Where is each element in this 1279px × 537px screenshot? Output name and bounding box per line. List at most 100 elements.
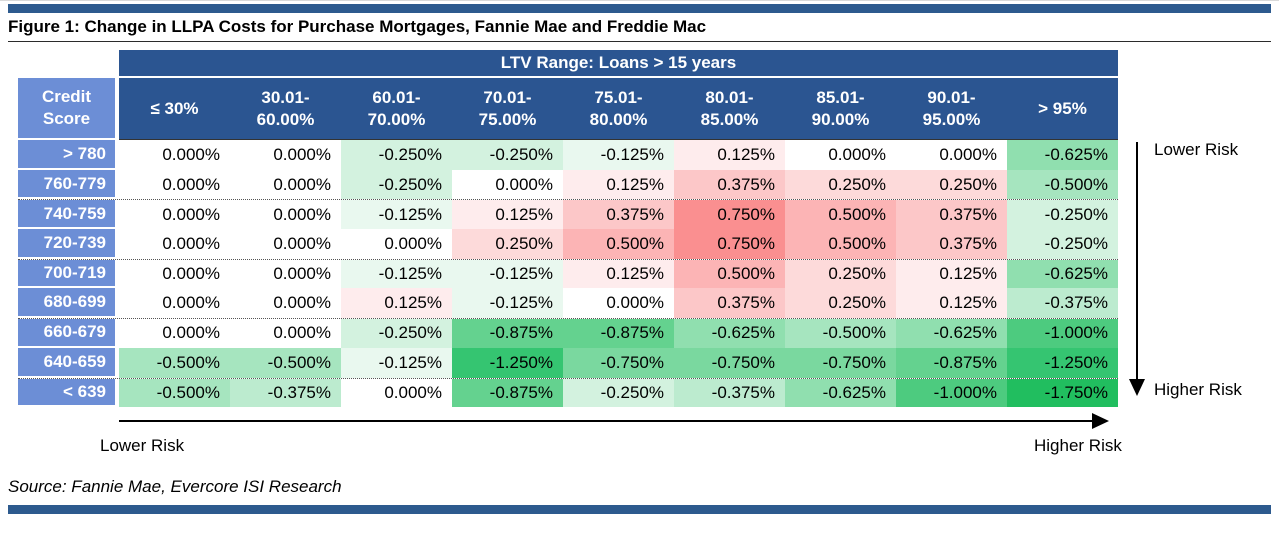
llpa-cell: -0.625%: [896, 319, 1007, 348]
llpa-cell: 0.125%: [896, 288, 1007, 319]
llpa-cell: 0.000%: [230, 229, 341, 259]
horizontal-risk-arrow: [119, 420, 1093, 422]
llpa-cell: 0.250%: [785, 288, 896, 319]
llpa-cell: -0.125%: [341, 259, 452, 289]
llpa-cell: -0.875%: [452, 378, 563, 408]
llpa-cell: 0.000%: [230, 259, 341, 289]
llpa-cell: 0.125%: [674, 140, 785, 170]
column-header: > 95%: [1007, 78, 1118, 139]
llpa-cell: -0.500%: [1007, 169, 1118, 200]
column-header: 60.01- 70.00%: [341, 78, 452, 139]
llpa-cell: -0.250%: [341, 140, 452, 170]
llpa-table: LTV Range: Loans > 15 years Credit Score…: [18, 50, 1118, 408]
llpa-cell: 0.000%: [119, 229, 230, 259]
title-rule: [8, 41, 1271, 42]
llpa-cell: -1.250%: [1007, 347, 1118, 378]
llpa-cell: -0.750%: [674, 347, 785, 378]
column-header: 30.01- 60.00%: [230, 78, 341, 139]
row-label: 720-739: [18, 229, 115, 259]
llpa-cell: 0.375%: [896, 200, 1007, 230]
table-row: 640-659 -0.500% -0.500% -0.125% -1.250% -0.75…: [18, 347, 1118, 378]
column-gap: [115, 200, 119, 230]
row-label: 740-759: [18, 200, 115, 230]
risk-label-bottom-right: Higher Risk: [1034, 436, 1122, 455]
column-gap: [115, 288, 119, 319]
table-body: > 780 0.000% 0.000% -0.250% -0.250% -0.125% 0.…: [18, 140, 1118, 408]
llpa-cell: 0.125%: [341, 288, 452, 319]
risk-label-bottom-left: Lower Risk: [100, 436, 185, 455]
table-row: 680-699 0.000% 0.000% 0.125% -0.125% 0.000% 0.…: [18, 288, 1118, 319]
llpa-cell: 0.000%: [563, 288, 674, 319]
figure-title: Figure 1: Change in LLPA Costs for Purch…: [8, 17, 706, 37]
table-row: 720-739 0.000% 0.000% 0.000% 0.250% 0.500% 0.7…: [18, 229, 1118, 259]
llpa-cell: 0.125%: [563, 259, 674, 289]
llpa-cell: 0.125%: [563, 169, 674, 200]
llpa-cell: 0.000%: [896, 140, 1007, 170]
llpa-cell: 0.125%: [452, 200, 563, 230]
column-gap: [115, 140, 119, 170]
column-header: 75.01- 80.00%: [563, 78, 674, 139]
llpa-cell: -0.250%: [1007, 200, 1118, 230]
column-header-row: Credit Score ≤ 30% 30.01- 60.00% 60.01- 70…: [18, 78, 1118, 140]
table-row: < 639 -0.500% -0.375% 0.000% -0.875% -0.250% -…: [18, 377, 1118, 408]
llpa-cell: -0.500%: [119, 347, 230, 378]
llpa-cell: 0.000%: [230, 319, 341, 348]
column-header: ≤ 30%: [119, 78, 230, 139]
llpa-cell: -0.250%: [341, 169, 452, 200]
llpa-cell: -1.000%: [1007, 319, 1118, 348]
row-label: 700-719: [18, 259, 115, 289]
vertical-risk-arrow: [1136, 142, 1138, 380]
llpa-cell: 0.000%: [119, 259, 230, 289]
column-gap: [115, 319, 119, 348]
llpa-cell: 0.000%: [452, 169, 563, 200]
llpa-cell: 0.000%: [230, 169, 341, 200]
table-row: 660-679 0.000% 0.000% -0.250% -0.875% -0.875%…: [18, 318, 1118, 348]
llpa-cell: -0.125%: [341, 347, 452, 378]
llpa-cell: 0.000%: [341, 378, 452, 408]
risk-label-right-bottom: Higher Risk: [1154, 380, 1242, 399]
top-hairline: [0, 0, 1279, 1]
llpa-cell: -0.125%: [563, 140, 674, 170]
llpa-cell: 0.000%: [119, 200, 230, 230]
credit-score-header: Credit Score: [18, 78, 115, 140]
llpa-cell: -0.750%: [785, 347, 896, 378]
figure-title-text: Change in LLPA Costs for Purchase Mortga…: [84, 17, 707, 36]
table-row: 700-719 0.000% 0.000% -0.125% -0.125% 0.125% 0…: [18, 258, 1118, 289]
table-row: 740-759 0.000% 0.000% -0.125% 0.125% 0.375% 0.…: [18, 199, 1118, 230]
llpa-cell: 0.000%: [341, 229, 452, 259]
llpa-cell: 0.000%: [230, 288, 341, 319]
llpa-cell: 0.250%: [896, 169, 1007, 200]
llpa-cell: -0.375%: [230, 378, 341, 408]
row-label: 640-659: [18, 347, 115, 378]
llpa-cell: 0.250%: [785, 259, 896, 289]
risk-label-right-top: Lower Risk: [1154, 140, 1239, 159]
column-header: 90.01- 95.00%: [896, 78, 1007, 139]
llpa-cell: -0.875%: [452, 319, 563, 348]
row-label: 680-699: [18, 288, 115, 319]
llpa-cell: -0.250%: [341, 319, 452, 348]
table-row: 760-779 0.000% 0.000% -0.250% 0.000% 0.125% 0.…: [18, 169, 1118, 200]
column-header: 85.01- 90.00%: [785, 78, 896, 139]
column-header: 80.01- 85.00%: [674, 78, 785, 139]
llpa-cell: 0.000%: [119, 140, 230, 170]
column-gap: [115, 259, 119, 289]
ltv-column-headers: ≤ 30% 30.01- 60.00% 60.01- 70.00% 70.01- 75…: [119, 78, 1118, 140]
llpa-cell: 0.375%: [674, 288, 785, 319]
llpa-cell: 0.000%: [785, 140, 896, 170]
llpa-cell: 0.375%: [563, 200, 674, 230]
ltv-range-group-header: LTV Range: Loans > 15 years: [119, 50, 1118, 78]
row-label: 660-679: [18, 319, 115, 348]
llpa-cell: -0.500%: [119, 378, 230, 408]
row-label: > 780: [18, 140, 115, 170]
llpa-cell: 0.125%: [896, 259, 1007, 289]
arrow-down-icon: [1129, 379, 1145, 396]
llpa-cell: -1.750%: [1007, 378, 1118, 408]
llpa-cell: -0.375%: [674, 378, 785, 408]
llpa-cell: -0.250%: [563, 378, 674, 408]
llpa-cell: -0.250%: [452, 140, 563, 170]
column-gap: [115, 378, 119, 408]
llpa-cell: -0.625%: [674, 319, 785, 348]
bottom-accent-bar: [8, 505, 1271, 514]
llpa-cell: 0.500%: [785, 229, 896, 259]
llpa-cell: 0.500%: [563, 229, 674, 259]
